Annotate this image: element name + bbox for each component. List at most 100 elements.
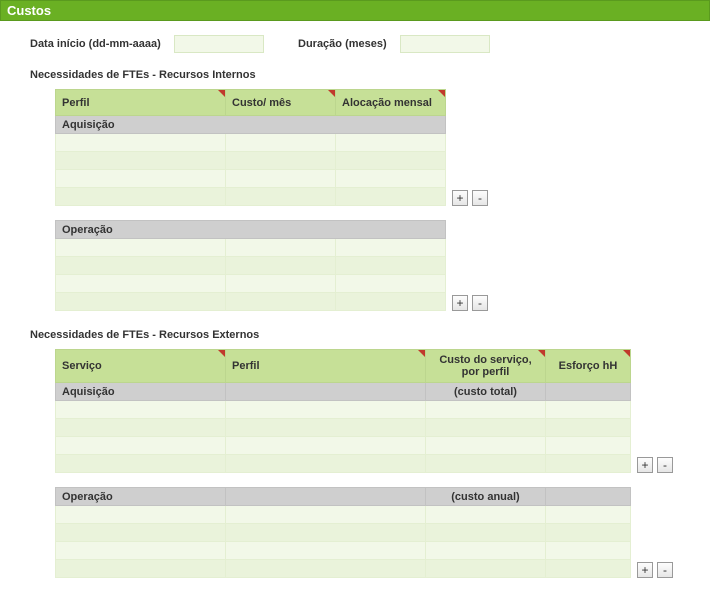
cell[interactable] — [546, 437, 631, 455]
cell[interactable] — [56, 419, 226, 437]
cell[interactable] — [226, 455, 426, 473]
cell[interactable] — [426, 524, 546, 542]
cell[interactable] — [226, 188, 336, 206]
table-row — [56, 542, 631, 560]
cell[interactable] — [546, 401, 631, 419]
cell[interactable] — [56, 293, 226, 311]
cell[interactable] — [546, 506, 631, 524]
cell[interactable] — [546, 455, 631, 473]
cell[interactable] — [56, 152, 226, 170]
table-row — [56, 419, 631, 437]
group-label: Operação — [56, 488, 226, 506]
cell[interactable] — [226, 542, 426, 560]
cell[interactable] — [226, 419, 426, 437]
cell[interactable] — [336, 170, 446, 188]
add-row-button[interactable]: + — [452, 190, 468, 206]
group-note: (custo total) — [426, 383, 546, 401]
duration-label: Duração (meses) — [298, 38, 387, 50]
cell[interactable] — [56, 275, 226, 293]
remove-row-button[interactable]: - — [657, 562, 673, 578]
cell[interactable] — [226, 524, 426, 542]
start-date-input[interactable] — [174, 35, 264, 53]
add-row-button[interactable]: + — [452, 295, 468, 311]
remove-row-button[interactable]: - — [472, 190, 488, 206]
cell[interactable] — [226, 170, 336, 188]
cell[interactable] — [56, 170, 226, 188]
cell[interactable] — [226, 275, 336, 293]
internal-table-wrap-2: Operação +- — [0, 220, 720, 311]
cell[interactable] — [56, 257, 226, 275]
cell[interactable] — [56, 437, 226, 455]
cell[interactable] — [426, 506, 546, 524]
cell[interactable] — [426, 542, 546, 560]
cell[interactable] — [56, 524, 226, 542]
start-date-label: Data início (dd-mm-aaaa) — [30, 38, 161, 50]
cell[interactable] — [426, 401, 546, 419]
cell — [226, 488, 426, 506]
group-row: Aquisição(custo total) — [56, 383, 631, 401]
cell[interactable] — [336, 239, 446, 257]
table-row — [56, 524, 631, 542]
cell[interactable] — [426, 560, 546, 578]
internal-table-2: Operação — [55, 220, 446, 311]
cell — [546, 488, 631, 506]
cell[interactable] — [336, 257, 446, 275]
cell[interactable] — [226, 152, 336, 170]
cell[interactable] — [56, 239, 226, 257]
cell[interactable] — [226, 257, 336, 275]
table-row — [56, 506, 631, 524]
cell[interactable] — [226, 506, 426, 524]
internal-heading: Necessidades de FTEs - Recursos Internos — [0, 65, 720, 89]
table-row — [56, 437, 631, 455]
required-marker-icon — [623, 350, 630, 357]
table-row — [56, 170, 446, 188]
internal-table: Perfil Custo/ mês Alocação mensal Aquisi… — [55, 89, 446, 206]
remove-row-button[interactable]: - — [657, 457, 673, 473]
cell[interactable] — [426, 437, 546, 455]
cell[interactable] — [226, 401, 426, 419]
cell[interactable] — [56, 560, 226, 578]
row-buttons: +- — [452, 295, 488, 311]
cell[interactable] — [226, 560, 426, 578]
cell[interactable] — [336, 152, 446, 170]
cell[interactable] — [426, 455, 546, 473]
cell[interactable] — [226, 134, 336, 152]
external-table-2: Operação (custo anual) — [55, 487, 631, 578]
remove-row-button[interactable]: - — [472, 295, 488, 311]
group-row: Operação — [56, 221, 446, 239]
cell[interactable] — [546, 419, 631, 437]
cell[interactable] — [226, 437, 426, 455]
required-marker-icon — [218, 350, 225, 357]
required-marker-icon — [538, 350, 545, 357]
cell[interactable] — [546, 524, 631, 542]
table-row — [56, 134, 446, 152]
cell[interactable] — [226, 239, 336, 257]
add-row-button[interactable]: + — [637, 457, 653, 473]
cell[interactable] — [56, 506, 226, 524]
cell[interactable] — [56, 134, 226, 152]
cell[interactable] — [336, 188, 446, 206]
cell[interactable] — [56, 188, 226, 206]
cell[interactable] — [546, 542, 631, 560]
external-table-wrap: Serviço Perfil Custo do serviço, por per… — [0, 349, 720, 473]
cell[interactable] — [546, 560, 631, 578]
external-col-perfil: Perfil — [226, 350, 426, 383]
table-row — [56, 257, 446, 275]
table-row — [56, 293, 446, 311]
duration-input[interactable] — [400, 35, 490, 53]
add-row-button[interactable]: + — [637, 562, 653, 578]
cell[interactable] — [56, 455, 226, 473]
form-row: Data início (dd-mm-aaaa) Duração (meses) — [0, 31, 720, 65]
group-note: (custo anual) — [426, 488, 546, 506]
required-marker-icon — [418, 350, 425, 357]
internal-col-custo: Custo/ mês — [226, 90, 336, 116]
cell[interactable] — [336, 134, 446, 152]
row-buttons: +- — [637, 457, 673, 473]
cell[interactable] — [336, 293, 446, 311]
group-row: Aquisição — [56, 116, 446, 134]
cell[interactable] — [56, 542, 226, 560]
cell[interactable] — [56, 401, 226, 419]
cell[interactable] — [226, 293, 336, 311]
cell[interactable] — [336, 275, 446, 293]
cell[interactable] — [426, 419, 546, 437]
